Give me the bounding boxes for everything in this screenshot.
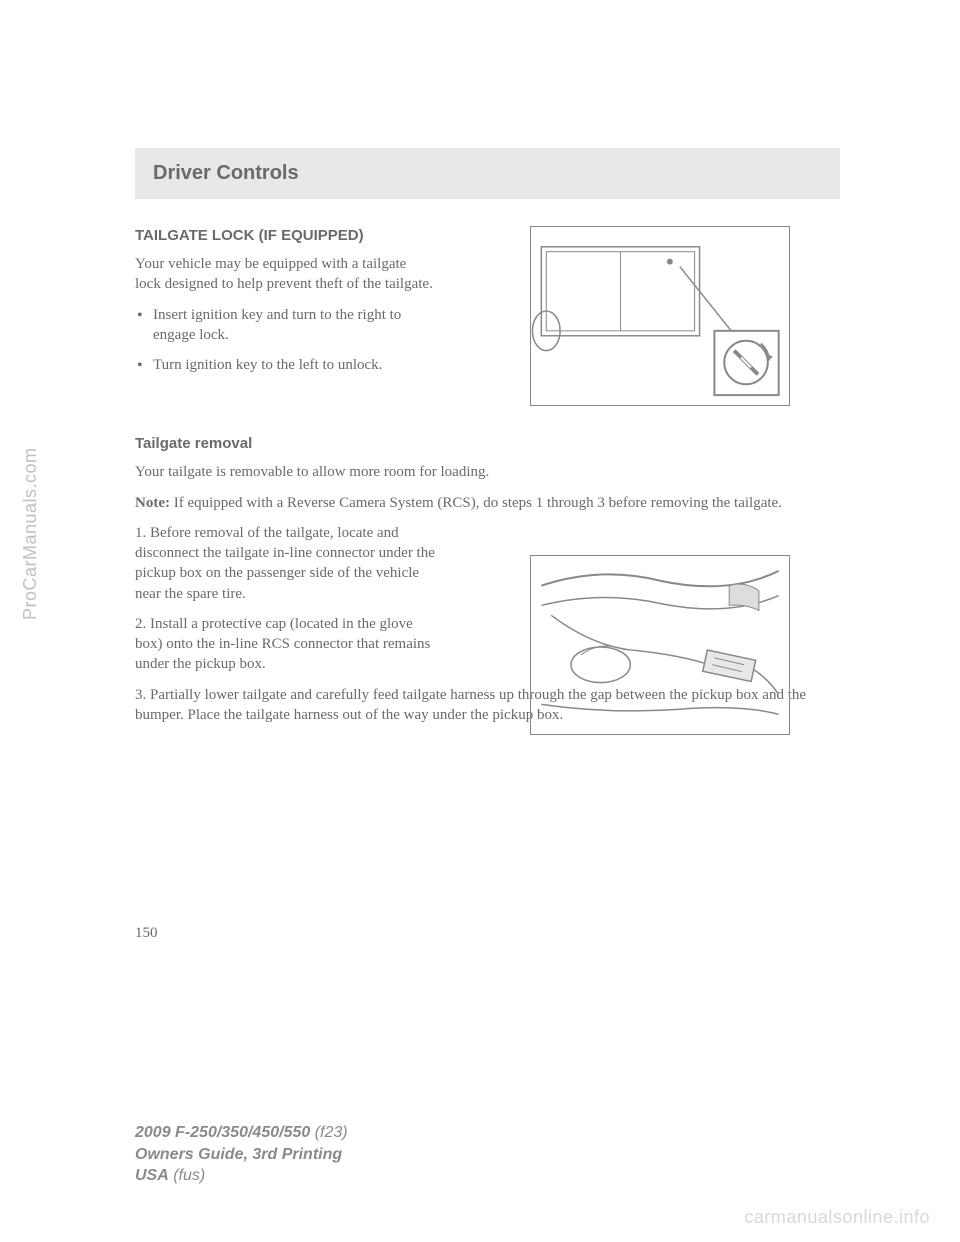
note-label: Note:: [135, 495, 170, 511]
page-content: Driver Controls TAILGATE LOCK (IF EQUIPP…: [0, 0, 960, 942]
header-bar: Driver Controls: [135, 148, 840, 199]
footer-line-3: USA (fus): [135, 1165, 348, 1187]
footer-region: USA: [135, 1167, 169, 1184]
bullet-item: Insert ignition key and turn to the righ…: [135, 305, 445, 346]
watermark-bottom: carmanualsonline.info: [744, 1207, 930, 1228]
figure-connector: [530, 555, 790, 735]
bullet-item: Turn ignition key to the left to unlock.: [135, 355, 445, 375]
footer-model: 2009 F-250/350/450/550: [135, 1124, 310, 1141]
footer-code2: (fus): [169, 1167, 205, 1184]
footer-line-2: Owners Guide, 3rd Printing: [135, 1144, 348, 1166]
page-header-title: Driver Controls: [153, 162, 822, 185]
intro-paragraph: Your vehicle may be equipped with a tail…: [135, 254, 435, 295]
connector-icon: [531, 556, 789, 734]
footer-line-1: 2009 F-250/350/450/550 (f23): [135, 1122, 348, 1144]
paragraph-step2: 2. Install a protective cap (located in …: [135, 614, 435, 675]
tailgate-lock-icon: [531, 227, 789, 405]
paragraph-removable: Your tailgate is removable to allow more…: [135, 462, 840, 482]
page-number: 150: [135, 925, 840, 942]
footer-code1: (f23): [310, 1124, 347, 1141]
subsection-heading-tailgate-removal: Tailgate removal: [135, 435, 840, 452]
paragraph-note: Note: If equipped with a Reverse Camera …: [135, 493, 840, 513]
figure-tailgate-lock: [530, 226, 790, 406]
paragraph-step1: 1. Before removal of the tailgate, locat…: [135, 523, 435, 604]
note-text: If equipped with a Reverse Camera System…: [170, 495, 782, 511]
footer-block: 2009 F-250/350/450/550 (f23) Owners Guid…: [135, 1122, 348, 1187]
